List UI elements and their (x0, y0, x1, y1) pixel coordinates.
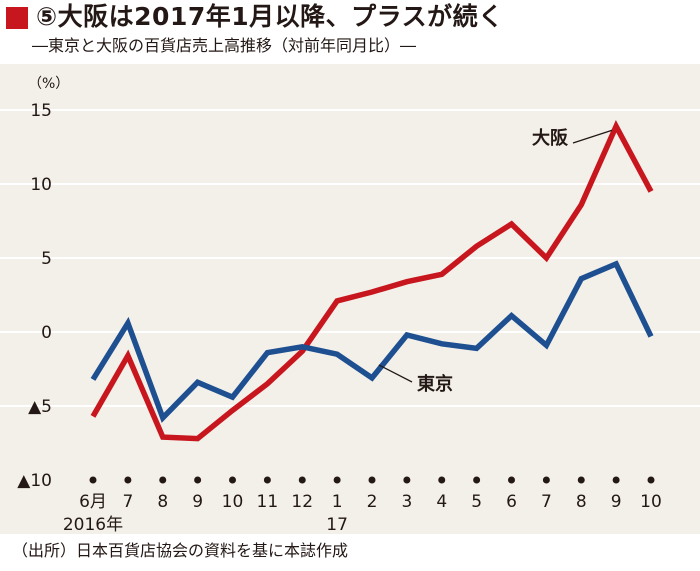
x-tick-label: 8 (157, 492, 168, 512)
osaka-leader-line (572, 129, 613, 144)
y-tick-label: ▲10 (17, 471, 52, 491)
x-tick-label: 8 (576, 492, 587, 512)
x-axis-dot (612, 476, 620, 484)
x-axis-dot (124, 476, 132, 484)
y-tick-label: 15 (30, 101, 52, 121)
x-tick-label: 7 (122, 492, 133, 512)
x-axis-dot (229, 476, 236, 484)
x-tick-label: 1 (332, 492, 343, 512)
grid-lines (0, 109, 700, 407)
title-marker (6, 7, 28, 29)
x-tick-label: 2 (367, 492, 378, 512)
series-lines (90, 120, 654, 442)
x-axis-dot (577, 476, 585, 484)
x-axis-dot (263, 476, 271, 484)
x-axis-dot (194, 476, 202, 484)
y-tick-label: 0 (41, 323, 52, 343)
series-line-tokyo (90, 260, 654, 423)
x-axis-dot (89, 476, 97, 484)
x-tick-label: 10 (222, 492, 244, 512)
x-tick-label: 4 (436, 492, 447, 512)
title-bar: ⑤大阪は2017年1月以降、プラスが続く (0, 0, 700, 36)
x-tick-label: 11 (257, 492, 279, 512)
y-tick-label: 10 (30, 175, 52, 195)
y-tick-label: ▲5 (28, 397, 52, 417)
x-axis-dot (542, 476, 550, 484)
x-tick-label: 6月 (79, 492, 107, 512)
series-line-osaka (90, 120, 654, 442)
x-axis-dot (403, 476, 411, 484)
x-tick-label: 3 (401, 492, 412, 512)
x-tick-label: 9 (192, 492, 203, 512)
y-tick-labels: （%） 15 10 5 0 ▲5 ▲10 (17, 76, 69, 491)
chart-title: ⑤大阪は2017年1月以降、プラスが続く (36, 2, 504, 31)
x-tick-label: 12 (291, 492, 313, 512)
x-axis-dots (89, 476, 655, 484)
x-axis-dot (473, 476, 481, 484)
x-axis-dot (159, 476, 167, 484)
x-tick-label: 7 (541, 492, 552, 512)
x-year-label: 2016年 (63, 515, 123, 534)
x-axis-dot (508, 476, 515, 484)
x-axis-dot (438, 476, 446, 484)
x-tick-label: 5 (471, 492, 482, 512)
y-tick-label: 5 (41, 249, 52, 269)
y-unit-label: （%） (28, 76, 69, 92)
source-note: （出所）日本百貨店協会の資料を基に本誌作成 (12, 541, 349, 560)
x-axis-dot (368, 476, 376, 484)
x-axis-dot (647, 476, 655, 484)
x-tick-label: 9 (611, 492, 622, 512)
chart-subtitle: ―東京と大阪の百貨店売上高推移（対前年同月比）― (32, 36, 417, 55)
chart-area: （%） 15 10 5 0 ▲5 ▲10 6月 7 8 9 10 11 12 1 2 3 4 5 6 7 8 9 10 201… (0, 64, 700, 535)
tokyo-leader-line (378, 364, 413, 383)
series-label-osaka: 大阪 (532, 127, 569, 149)
x-axis-dot (298, 476, 306, 484)
x-tick-label: 6 (506, 492, 517, 512)
x-axis-dot (333, 476, 341, 484)
series-label-tokyo: 東京 (417, 373, 453, 395)
x-tick-label: 10 (640, 492, 662, 512)
x-year-label: 17 (326, 515, 348, 534)
